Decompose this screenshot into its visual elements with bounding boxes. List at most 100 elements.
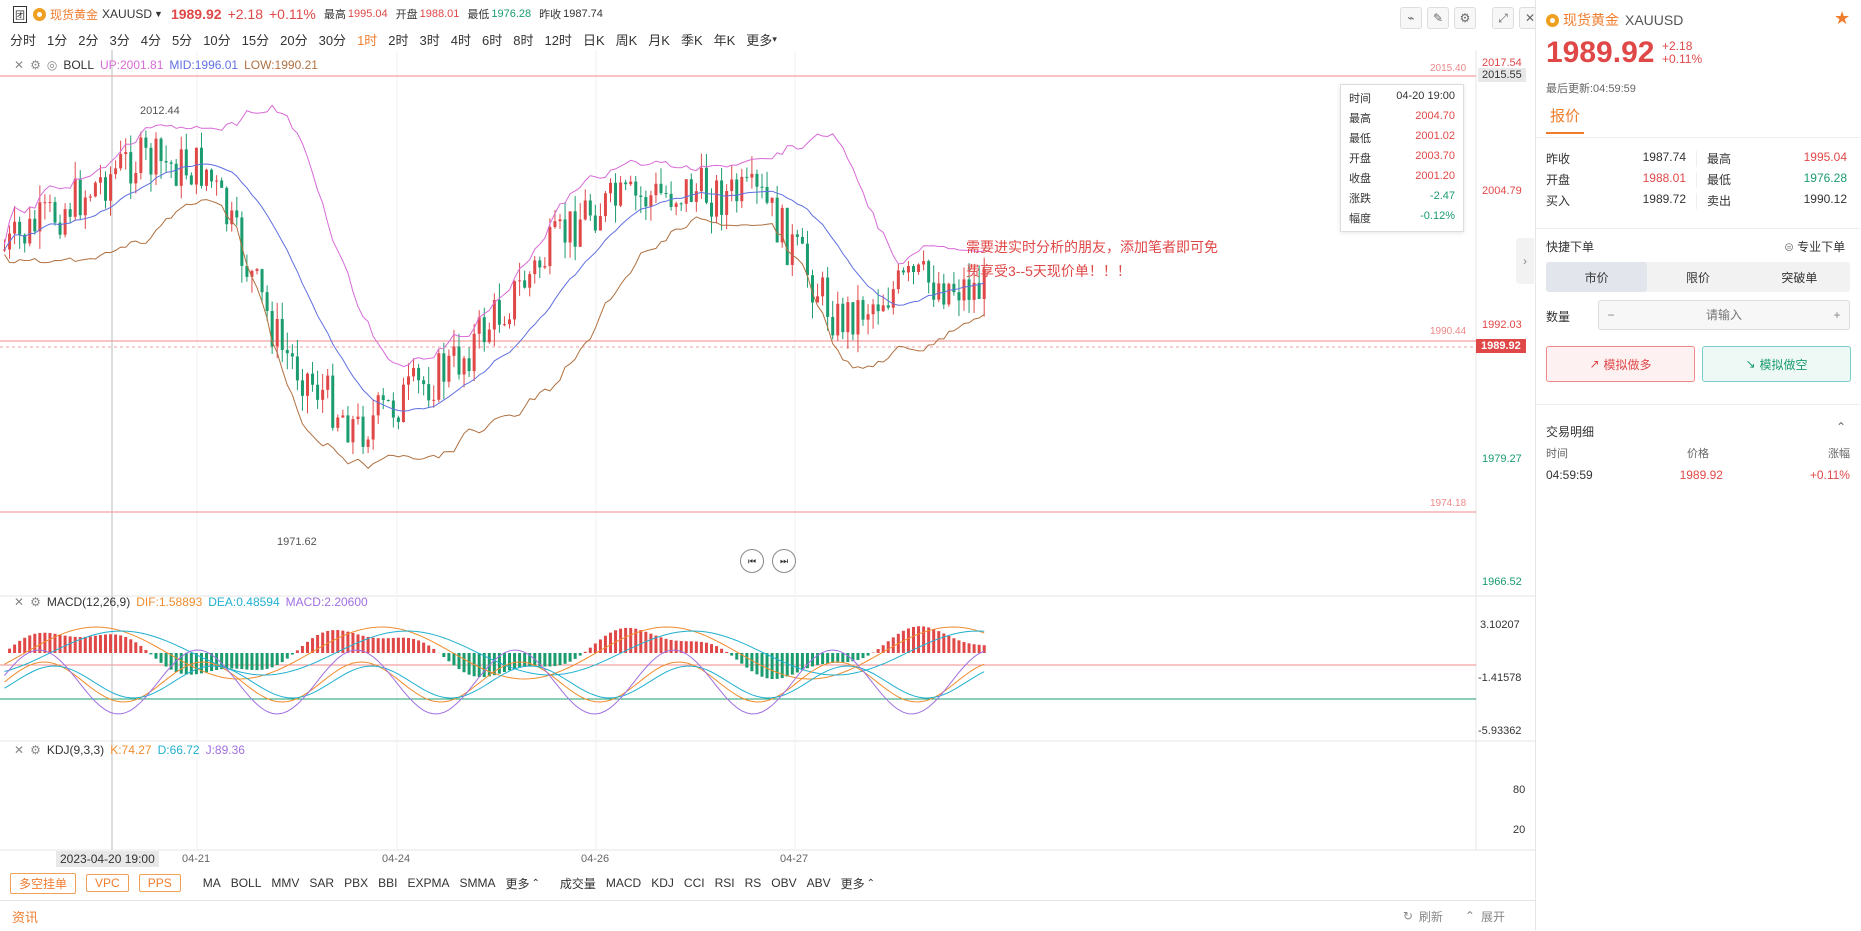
- candle-body: [897, 270, 900, 289]
- chevron-down-icon[interactable]: ▼: [154, 9, 163, 19]
- indicator-button[interactable]: ABV: [807, 876, 831, 890]
- period-2[interactable]: 2分: [78, 30, 98, 49]
- close-boll-icon[interactable]: ✕: [14, 58, 24, 72]
- period-5[interactable]: 5分: [172, 30, 192, 49]
- step-forward-icon[interactable]: ⏭: [772, 549, 796, 573]
- tooltip-key: 涨跌: [1349, 190, 1371, 206]
- minus-icon[interactable]: −: [1599, 308, 1623, 322]
- indicator-button[interactable]: RSI: [715, 876, 735, 890]
- drawing-tools-icon[interactable]: ⚙: [1454, 7, 1476, 29]
- chart-tools: ⌁ ✎ ⚙ ⤢ ✕: [1395, 7, 1541, 29]
- close-macd-icon[interactable]: ✕: [14, 595, 24, 609]
- period-3[interactable]: 3分: [109, 30, 129, 49]
- period-22[interactable]: 更多: [746, 30, 772, 49]
- period-11[interactable]: 2时: [388, 30, 408, 49]
- indicator-button[interactable]: MA: [203, 876, 221, 890]
- quote-pair: 昨收 1987.74: [1546, 150, 1686, 167]
- indicator-button[interactable]: MMV: [271, 876, 299, 890]
- period-19[interactable]: 月K: [648, 30, 670, 49]
- macd-bar: [129, 639, 132, 653]
- period-8[interactable]: 20分: [280, 30, 307, 49]
- star-icon[interactable]: ★: [1834, 8, 1850, 29]
- indicator-button[interactable]: CCI: [684, 876, 705, 890]
- indicator-button[interactable]: 成交量: [560, 875, 596, 892]
- period-14[interactable]: 6时: [482, 30, 502, 49]
- indicator-button[interactable]: BOLL: [231, 876, 262, 890]
- candle-body: [372, 415, 375, 439]
- step-back-icon[interactable]: ⏮: [740, 549, 764, 573]
- quantity-input[interactable]: [1623, 307, 1825, 323]
- macd-bar: [215, 653, 218, 670]
- indicator-button[interactable]: PBX: [344, 876, 368, 890]
- eye-icon[interactable]: ◎: [47, 58, 57, 72]
- period-15[interactable]: 8时: [513, 30, 533, 49]
- line-label-top: 2015.40: [1430, 63, 1466, 74]
- chevron-up-icon[interactable]: ⌃: [1836, 420, 1846, 434]
- period-17[interactable]: 日K: [583, 30, 605, 49]
- overlay-tag[interactable]: 多空挂单: [10, 873, 76, 894]
- period-20[interactable]: 季K: [681, 30, 703, 49]
- macd-bar: [604, 636, 607, 653]
- candle-body: [907, 266, 910, 272]
- indicator-button[interactable]: OBV: [771, 876, 796, 890]
- news-link[interactable]: 资讯: [12, 907, 38, 926]
- boll-legend: ✕ ⚙ ◎ BOLL UP:2001.81 MID:1996.01 LOW:19…: [14, 58, 324, 72]
- close-kdj-icon[interactable]: ✕: [14, 743, 24, 757]
- chevron-down-icon[interactable]: ▾: [772, 34, 777, 45]
- candle-body: [331, 376, 334, 428]
- macd-bar: [660, 637, 663, 653]
- line-style-icon[interactable]: ⌁: [1400, 7, 1422, 29]
- sell-short-button[interactable]: ↘模拟做空: [1702, 346, 1851, 382]
- period-18[interactable]: 周K: [616, 30, 638, 49]
- macd-bar: [750, 653, 753, 671]
- kdj-k: K:74.27: [110, 743, 151, 757]
- overlay-tag[interactable]: VPC: [86, 874, 129, 892]
- plus-icon[interactable]: +: [1825, 308, 1849, 322]
- order-tab[interactable]: 限价: [1647, 262, 1748, 292]
- period-21[interactable]: 年K: [714, 30, 736, 49]
- period-4[interactable]: 4分: [141, 30, 161, 49]
- period-7[interactable]: 15分: [242, 30, 269, 49]
- period-6[interactable]: 10分: [203, 30, 230, 49]
- draw-pen-icon[interactable]: ✎: [1427, 7, 1449, 29]
- expand-up-icon[interactable]: ⌃: [1465, 909, 1475, 923]
- candle-body: [235, 210, 238, 217]
- candle-body: [109, 174, 112, 201]
- symbol-code[interactable]: XAUUSD: [102, 7, 152, 21]
- settings-icon[interactable]: ⚙: [30, 595, 41, 609]
- indicator-button[interactable]: 更多: [841, 875, 865, 892]
- fav-icon[interactable]: 团: [13, 6, 27, 23]
- period-13[interactable]: 4时: [451, 30, 471, 49]
- chevron-up-icon[interactable]: ⌃: [531, 878, 539, 889]
- pro-order-link[interactable]: ⊜ 专业下单: [1784, 238, 1845, 255]
- refresh-link[interactable]: 刷新: [1419, 908, 1443, 925]
- settings-icon[interactable]: ⚙: [30, 58, 41, 72]
- settings-icon[interactable]: ⚙: [30, 743, 41, 757]
- period-12[interactable]: 3时: [420, 30, 440, 49]
- order-tab[interactable]: 市价: [1546, 262, 1647, 292]
- indicator-button[interactable]: SAR: [309, 876, 334, 890]
- indicator-button[interactable]: SMMA: [459, 876, 495, 890]
- chevron-up-icon[interactable]: ⌃: [867, 878, 875, 889]
- refresh-icon[interactable]: ↻: [1403, 909, 1413, 923]
- indicator-button[interactable]: 更多: [505, 875, 529, 892]
- period-0[interactable]: 分时: [10, 30, 36, 49]
- symbol-name[interactable]: 现货黄金: [50, 6, 98, 23]
- tab-quote[interactable]: 报价: [1546, 105, 1584, 134]
- overlay-tag[interactable]: PPS: [139, 874, 181, 892]
- period-16[interactable]: 12时: [544, 30, 571, 49]
- indicator-button[interactable]: BBI: [378, 876, 397, 890]
- period-9[interactable]: 30分: [319, 30, 346, 49]
- arrow-up-icon: ↗: [1589, 357, 1599, 371]
- collapse-panel-icon[interactable]: ›: [1516, 238, 1534, 284]
- indicator-button[interactable]: EXPMA: [407, 876, 449, 890]
- period-10[interactable]: 1时: [357, 30, 377, 49]
- indicator-button[interactable]: RS: [745, 876, 762, 890]
- buy-long-button[interactable]: ↗模拟做多: [1546, 346, 1695, 382]
- indicator-button[interactable]: MACD: [606, 876, 641, 890]
- expand-link[interactable]: 展开: [1481, 908, 1505, 925]
- indicator-button[interactable]: KDJ: [651, 876, 674, 890]
- period-1[interactable]: 1分: [47, 30, 67, 49]
- expand-icon[interactable]: ⤢: [1492, 7, 1514, 29]
- order-tab[interactable]: 突破单: [1749, 262, 1850, 292]
